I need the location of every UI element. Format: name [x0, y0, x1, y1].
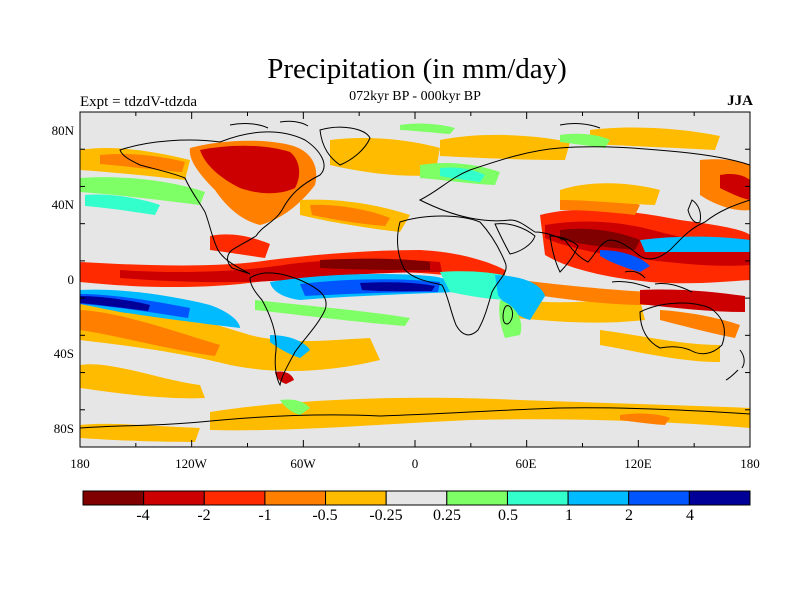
colorbar-label: 2: [625, 507, 633, 524]
lat-label: 80N: [51, 123, 74, 138]
colorbar-label: -1: [258, 507, 272, 524]
precip-patch: [499, 300, 522, 338]
lon-label: 180: [70, 456, 90, 471]
precip-patch: [640, 236, 750, 252]
lon-label: 120W: [175, 456, 207, 471]
season-label: JJA: [727, 93, 753, 109]
precip-patch: [720, 173, 750, 200]
precip-patch: [620, 413, 670, 425]
colorbar-label: -0.25: [369, 507, 403, 524]
precip-patch: [210, 397, 750, 431]
precip-patch: [640, 289, 745, 312]
colorbar-label: 0.25: [433, 507, 461, 524]
precip-patch: [495, 275, 545, 320]
colorbar-box: [385, 490, 448, 506]
precip-patch: [560, 133, 610, 148]
map-area: [80, 112, 750, 447]
lon-label: 60E: [515, 456, 537, 471]
lat-label: 80S: [53, 421, 74, 436]
lat-label: 40S: [53, 346, 74, 361]
precip-field: [80, 123, 750, 442]
precip-patch: [80, 177, 205, 205]
colorbar: [82, 490, 751, 506]
colorbar-label: 0.5: [498, 507, 518, 524]
precip-patch: [440, 134, 570, 160]
lat-label: 0: [67, 272, 75, 287]
precip-patch: [280, 399, 310, 415]
precip-patch: [330, 137, 440, 176]
colorbar-box: [567, 490, 630, 506]
lon-label: 120E: [624, 456, 652, 471]
precip-patch: [80, 423, 200, 442]
lon-label: 180: [740, 456, 760, 471]
precip-patch: [255, 300, 410, 326]
precip-patch: [80, 296, 150, 311]
experiment-label: Expt = tdzdV-tdzda: [80, 94, 198, 110]
lon-label: 60W: [290, 456, 316, 471]
precip-patch: [100, 153, 185, 172]
precip-patch: [310, 204, 390, 226]
precip-patch: [400, 123, 455, 134]
precip-patch: [80, 310, 220, 356]
colorbar-label: -4: [136, 507, 150, 524]
lat-label: 40N: [51, 197, 74, 212]
figure-title: Precipitation (in mm/day): [267, 53, 567, 85]
lon-label: 0: [411, 456, 419, 471]
precip-patch: [440, 167, 485, 182]
colorbar-box: [446, 490, 508, 506]
precip-patch: [515, 300, 645, 323]
precip-patch: [600, 250, 650, 272]
precip-patch: [275, 371, 294, 384]
precip-patch: [200, 145, 300, 194]
precip-patch: [520, 280, 650, 305]
axis-ticks: [79, 111, 751, 448]
colorbar-label: -0.5: [312, 507, 338, 524]
colorbar-box: [143, 490, 205, 506]
colorbar-box: [82, 490, 145, 506]
colorbar-box: [325, 490, 387, 506]
precip-patch: [270, 335, 310, 358]
colorbar-box: [506, 490, 569, 506]
colorbar-box: [628, 490, 690, 506]
coastlines: [80, 120, 750, 429]
precip-patch: [320, 258, 430, 270]
colorbar-label: 1: [565, 507, 573, 524]
precip-patch: [560, 228, 640, 250]
precip-patch: [210, 234, 270, 258]
precip-patch: [560, 183, 660, 205]
colorbar-box: [203, 490, 266, 506]
precip-patch: [600, 330, 720, 362]
precip-patch: [660, 310, 740, 338]
colorbar-label: -2: [197, 507, 211, 524]
colorbar-box: [264, 490, 327, 506]
precip-patch: [85, 194, 160, 215]
precip-patch: [360, 282, 435, 292]
figure-subtitle: 072kyr BP - 000kyr BP: [349, 89, 481, 104]
precip-patch: [590, 127, 720, 150]
colorbar-label: 4: [686, 507, 694, 524]
colorbar-box: [688, 490, 751, 506]
precip-patch: [80, 364, 205, 399]
